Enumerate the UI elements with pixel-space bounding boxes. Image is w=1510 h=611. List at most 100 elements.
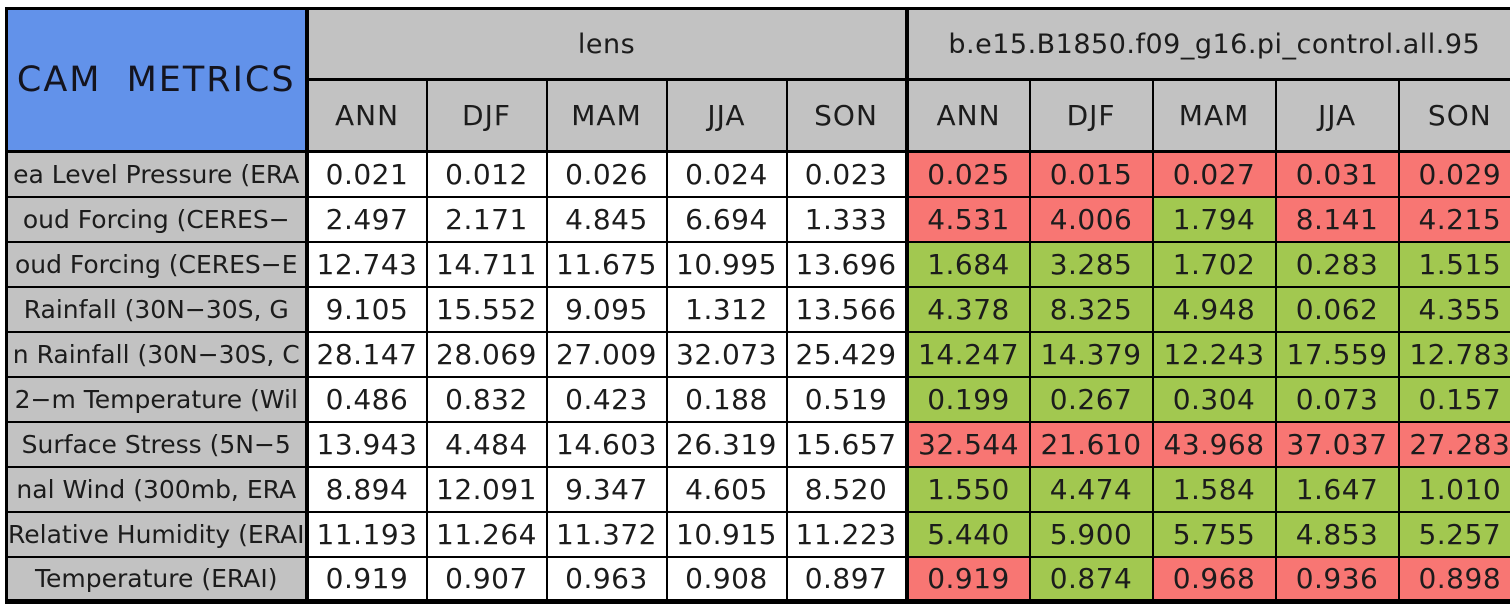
cam-metrics-table: CAM METRICS lens b.e15.B1850.f09_g16.pi_…	[5, 7, 1510, 604]
season-header-lens-jja: JJA	[665, 78, 788, 153]
table-row: Relative Humidity (ERAI 11.193 11.264 11.37…	[5, 510, 1510, 558]
season-header-row: ANN DJF MAM JJA SON ANN DJF MAM JJA SON	[7, 78, 1510, 153]
control-value-cell: 0.936	[1274, 555, 1400, 603]
control-value-cell: 0.968	[1151, 555, 1277, 603]
lens-value-cell: 0.023	[785, 150, 908, 198]
control-value-cell: 43.968	[1151, 420, 1277, 468]
control-value-cell: 5.257	[1397, 510, 1510, 558]
table-row: oud Forcing (CERES− 2.497 2.171 4.845 6.694 1…	[5, 195, 1510, 243]
lens-value-cell: 0.908	[665, 555, 788, 603]
lens-value-cell: 13.696	[785, 240, 908, 288]
control-value-cell: 5.440	[904, 510, 1031, 558]
table-title: CAM METRICS	[5, 7, 309, 153]
lens-value-cell: 4.845	[545, 195, 668, 243]
lens-value-cell: 27.009	[545, 330, 668, 378]
control-value-cell: 5.900	[1028, 510, 1154, 558]
row-label: oud Forcing (CERES−	[5, 195, 309, 243]
lens-value-cell: 28.147	[304, 330, 428, 378]
control-value-cell: 0.157	[1397, 375, 1510, 423]
lens-value-cell: 25.429	[785, 330, 908, 378]
lens-value-cell: 12.091	[425, 465, 548, 513]
lens-value-cell: 15.657	[785, 420, 908, 468]
lens-value-cell: 0.188	[665, 375, 788, 423]
control-value-cell: 1.584	[1151, 465, 1277, 513]
control-value-cell: 8.141	[1274, 195, 1400, 243]
control-value-cell: 0.031	[1274, 150, 1400, 198]
control-value-cell: 0.898	[1397, 555, 1510, 603]
control-value-cell: 14.247	[904, 330, 1031, 378]
lens-value-cell: 13.566	[785, 285, 908, 333]
table-row: Temperature (ERAI) 0.919 0.907 0.963 0.908 0.…	[5, 555, 1510, 603]
table-row: nal Wind (300mb, ERA 8.894 12.091 9.347 4.60…	[5, 465, 1510, 513]
table-body: ea Level Pressure (ERA 0.021 0.012 0.026 0.0…	[5, 150, 1510, 603]
lens-value-cell: 0.519	[785, 375, 908, 423]
table-row: 2−m Temperature (Wil 0.486 0.832 0.423 0.188…	[5, 375, 1510, 423]
control-value-cell: 0.025	[904, 150, 1031, 198]
control-value-cell: 21.610	[1028, 420, 1154, 468]
control-value-cell: 1.794	[1151, 195, 1277, 243]
lens-value-cell: 11.193	[304, 510, 428, 558]
lens-value-cell: 9.347	[545, 465, 668, 513]
control-value-cell: 0.874	[1028, 555, 1154, 603]
lens-value-cell: 26.319	[665, 420, 788, 468]
table-row: Rainfall (30N−30S, G 9.105 15.552 9.095 1.31…	[5, 285, 1510, 333]
lens-value-cell: 0.832	[425, 375, 548, 423]
lens-value-cell: 1.312	[665, 285, 788, 333]
control-value-cell: 4.948	[1151, 285, 1277, 333]
control-value-cell: 4.853	[1274, 510, 1400, 558]
row-label: Surface Stress (5N−5	[5, 420, 309, 468]
row-label: 2−m Temperature (Wil	[5, 375, 309, 423]
row-label: n Rainfall (30N−30S, C	[5, 330, 309, 378]
lens-value-cell: 0.963	[545, 555, 668, 603]
lens-value-cell: 32.073	[665, 330, 788, 378]
lens-value-cell: 0.024	[665, 150, 788, 198]
control-value-cell: 3.285	[1028, 240, 1154, 288]
control-value-cell: 1.684	[904, 240, 1031, 288]
control-value-cell: 0.199	[904, 375, 1031, 423]
lens-value-cell: 15.552	[425, 285, 548, 333]
control-value-cell: 12.243	[1151, 330, 1277, 378]
lens-value-cell: 8.894	[304, 465, 428, 513]
season-header-control-son: SON	[1397, 78, 1510, 153]
control-value-cell: 1.515	[1397, 240, 1510, 288]
control-value-cell: 5.755	[1151, 510, 1277, 558]
control-value-cell: 4.474	[1028, 465, 1154, 513]
lens-value-cell: 11.223	[785, 510, 908, 558]
control-value-cell: 1.702	[1151, 240, 1277, 288]
control-value-cell: 0.062	[1274, 285, 1400, 333]
lens-value-cell: 10.915	[665, 510, 788, 558]
lens-value-cell: 0.012	[425, 150, 548, 198]
lens-value-cell: 6.694	[665, 195, 788, 243]
lens-value-cell: 9.095	[545, 285, 668, 333]
lens-value-cell: 0.486	[304, 375, 428, 423]
group-header-lens: lens	[305, 7, 908, 81]
lens-value-cell: 8.520	[785, 465, 908, 513]
lens-value-cell: 4.605	[665, 465, 788, 513]
control-value-cell: 0.027	[1151, 150, 1277, 198]
control-value-cell: 0.283	[1274, 240, 1400, 288]
control-value-cell: 1.647	[1274, 465, 1400, 513]
lens-value-cell: 1.333	[785, 195, 908, 243]
lens-value-cell: 0.907	[425, 555, 548, 603]
season-header-lens-djf: DJF	[425, 78, 548, 153]
group-header-control: b.e15.B1850.f09_g16.pi_control.all.95	[904, 7, 1510, 81]
control-value-cell: 37.037	[1274, 420, 1400, 468]
control-value-cell: 8.325	[1028, 285, 1154, 333]
lens-value-cell: 10.995	[665, 240, 788, 288]
season-header-lens-son: SON	[785, 78, 908, 153]
control-value-cell: 0.073	[1274, 375, 1400, 423]
table-row: n Rainfall (30N−30S, C 28.147 28.069 27.009…	[5, 330, 1510, 378]
table-row: ea Level Pressure (ERA 0.021 0.012 0.026 0.0…	[5, 150, 1510, 198]
lens-value-cell: 12.743	[304, 240, 428, 288]
lens-value-cell: 9.105	[304, 285, 428, 333]
control-value-cell: 4.531	[904, 195, 1031, 243]
control-value-cell: 27.283	[1397, 420, 1510, 468]
control-value-cell: 4.006	[1028, 195, 1154, 243]
control-value-cell: 0.015	[1028, 150, 1154, 198]
control-value-cell: 32.544	[904, 420, 1031, 468]
row-label: oud Forcing (CERES−E	[5, 240, 309, 288]
row-label: Relative Humidity (ERAI	[5, 510, 309, 558]
control-value-cell: 17.559	[1274, 330, 1400, 378]
lens-value-cell: 11.372	[545, 510, 668, 558]
